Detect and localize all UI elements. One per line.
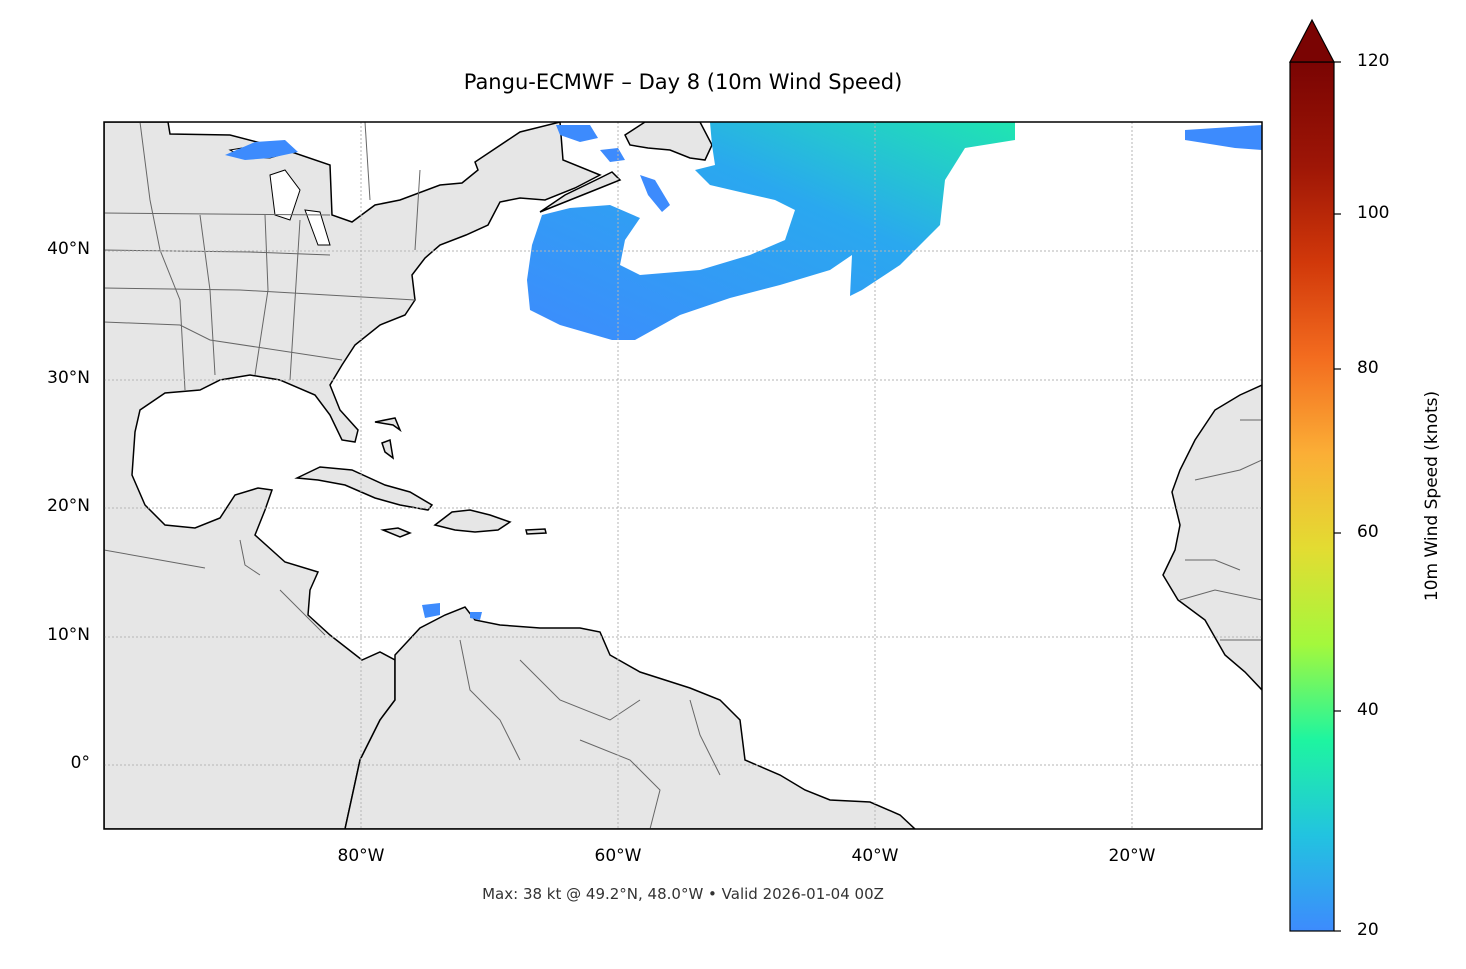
colorbar-title: 10m Wind Speed (knots) xyxy=(1422,390,1442,602)
land-nova-scotia xyxy=(539,171,622,213)
map-title: Pangu-ECMWF – Day 8 (10m Wind Speed) xyxy=(463,70,903,94)
lon-label-20w: 20°W xyxy=(1108,846,1156,866)
land-newfoundland xyxy=(624,122,713,161)
land-jamaica xyxy=(380,527,412,538)
land-south-america xyxy=(344,606,917,829)
lon-label-40w: 40°W xyxy=(851,846,899,866)
colorbar-tick-60: 60 xyxy=(1357,522,1379,542)
lat-label-30n: 30°N xyxy=(47,368,90,388)
wind-swath-east xyxy=(1185,125,1262,150)
map-footer: Max: 38 kt @ 49.2°N, 48.0°W • Valid 2026… xyxy=(482,885,884,903)
colorbar-tick-40: 40 xyxy=(1357,700,1379,720)
land-cuba xyxy=(294,466,434,511)
wind-swath-main xyxy=(527,122,1015,340)
land-bahamas xyxy=(374,417,402,460)
colorbar-extend-arrow xyxy=(1289,18,1335,63)
lat-label-40n: 40°N xyxy=(47,239,90,259)
map-frame xyxy=(103,121,1263,830)
colorbar xyxy=(1289,18,1341,932)
wind-swath-lakes xyxy=(225,140,298,160)
colorbar-tick-20: 20 xyxy=(1357,920,1379,940)
land-hispaniola xyxy=(433,509,512,533)
land-north-america xyxy=(104,122,602,829)
colorbar-tick-80: 80 xyxy=(1357,358,1379,378)
lon-label-60w: 60°W xyxy=(594,846,642,866)
colorbar-tick-120: 120 xyxy=(1357,51,1390,71)
lat-label-10n: 10°N xyxy=(47,625,90,645)
lat-label-0: 0° xyxy=(70,753,90,773)
colorbar-tick-100: 100 xyxy=(1357,203,1390,223)
lat-label-20n: 20°N xyxy=(47,496,90,516)
land-africa xyxy=(1162,384,1262,692)
wind-swath-canada xyxy=(556,125,670,212)
gridlines xyxy=(104,122,1262,829)
wind-swath-caribbean xyxy=(422,603,482,620)
land-puerto-rico xyxy=(525,528,547,535)
lon-label-80w: 80°W xyxy=(337,846,385,866)
